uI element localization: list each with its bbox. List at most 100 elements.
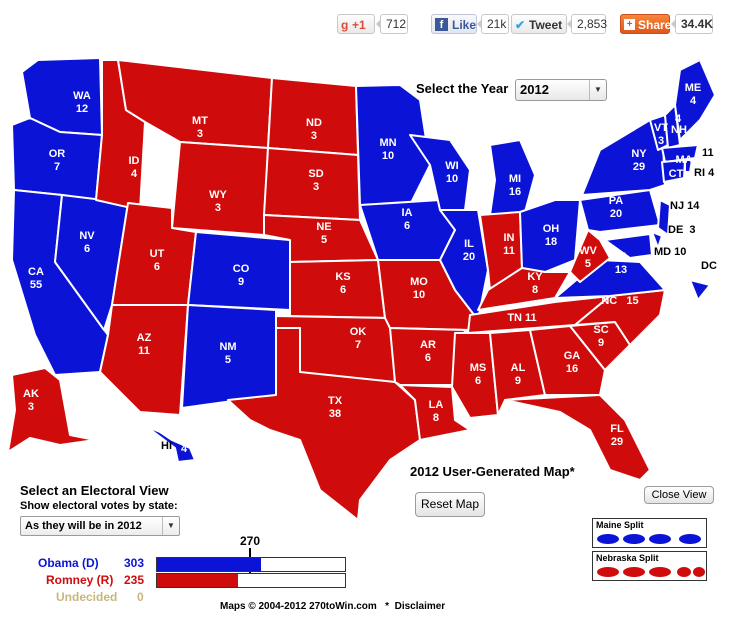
gplus-label: +1 (352, 18, 366, 32)
label-PA: PA 20 (608, 195, 624, 220)
twitter-icon: ✔ (515, 18, 526, 32)
label-AL: AL 9 (510, 362, 526, 387)
label-WY: WY 3 (209, 189, 227, 214)
footer-credit: Maps © 2004-2012 270toWin.com (220, 601, 377, 612)
state-NJ[interactable] (657, 199, 671, 236)
nebraska-split-title: Nebraska Split (596, 553, 659, 563)
state-WV[interactable] (569, 229, 611, 283)
label-AZ: AZ 11 (136, 332, 152, 357)
label-RI: RI 4 (694, 167, 715, 179)
label-UT: UT 6 (149, 248, 165, 273)
state-AZ[interactable] (99, 304, 189, 416)
state-HI[interactable] (134, 417, 196, 463)
tweet-label: Tweet (529, 18, 563, 32)
undecided-votes: 0 (137, 590, 144, 604)
state-CT[interactable] (661, 159, 686, 183)
label-VT: VT 3 (653, 122, 669, 147)
label-DC-abbr: DC (701, 260, 717, 272)
maine-district-dot[interactable] (649, 534, 671, 544)
electoral-view-subtitle: Show electoral votes by state: (20, 500, 178, 512)
state-MD[interactable] (604, 233, 653, 259)
gplus-icon: g (341, 18, 349, 32)
share-label: Share (638, 18, 672, 32)
like-count: 21k (477, 14, 509, 34)
label-VA: VA 13 (613, 251, 629, 276)
label-NJ: NJ 14 (670, 200, 700, 212)
state-AR[interactable] (389, 327, 466, 386)
obama-votes: 303 (124, 556, 145, 570)
dropdown-arrow-icon: ▼ (162, 517, 179, 535)
nebraska-district-dot[interactable] (693, 567, 705, 577)
label-IN: IN 11 (503, 232, 515, 257)
label-AR: AR 6 (420, 339, 436, 364)
like-button[interactable]: f Like (431, 14, 477, 34)
state-TX[interactable] (227, 327, 421, 521)
maine-district-dot[interactable] (597, 534, 619, 544)
label-NH: NH (671, 124, 687, 136)
nebraska-district-dot[interactable] (597, 567, 619, 577)
label-WV: WV 5 (579, 245, 597, 270)
label-MI: MI 16 (508, 173, 522, 198)
state-DC[interactable] (689, 279, 711, 301)
reset-map-button[interactable]: Reset Map (415, 492, 485, 517)
state-IL[interactable] (439, 209, 489, 321)
tweet-button[interactable]: ✔ Tweet (511, 14, 567, 34)
label-DE: DE 3 (668, 224, 696, 236)
nebraska-district-dot[interactable] (623, 567, 645, 577)
footer: Maps © 2004-2012 270toWin.com * Disclaim… (220, 601, 445, 612)
label-MT: MT 3 (192, 115, 208, 140)
electoral-view-title: Select an Electoral View (20, 483, 169, 498)
state-VA[interactable] (554, 259, 666, 299)
label-IL: IL 20 (462, 238, 476, 263)
electoral-view-select[interactable]: As they will be in 2012 ▼ (20, 516, 180, 536)
label-MA-votes: 11 (702, 147, 714, 159)
label-NC: NC 15 (601, 295, 639, 307)
disclaimer-link[interactable]: Disclaimer (394, 601, 446, 612)
state-FL[interactable] (504, 394, 651, 481)
state-AL[interactable] (489, 329, 546, 416)
maine-district-dot[interactable] (623, 534, 645, 544)
year-select-value: 2012 (520, 82, 549, 97)
label-WA: WA 12 (73, 90, 91, 115)
state-ME[interactable] (674, 59, 716, 141)
label-NV: NV 6 (79, 230, 95, 255)
label-TX: TX 38 (327, 395, 343, 420)
gplus-button[interactable]: g +1 (337, 14, 375, 34)
nebraska-district-dot[interactable] (649, 567, 671, 577)
label-GA: GA 16 (563, 350, 581, 375)
state-AK[interactable] (7, 367, 96, 453)
label-ID: ID 4 (128, 155, 140, 180)
share-button[interactable]: + Share (620, 14, 672, 34)
label-MN: MN 10 (379, 137, 397, 162)
label-KY: KY 8 (527, 271, 543, 296)
label-SC: SC 9 (593, 324, 609, 349)
label-HI-abbr: HI (161, 440, 172, 452)
label-ND: ND 3 (306, 117, 322, 142)
label-KS: KS 6 (335, 271, 351, 296)
year-select[interactable]: 2012 ▼ (515, 79, 607, 101)
label-MS: MS 6 (469, 362, 487, 387)
share-count: 34.4K (671, 14, 713, 34)
state-GA[interactable] (529, 325, 606, 396)
state-MS[interactable] (451, 332, 499, 419)
state-RI[interactable] (684, 159, 693, 173)
romney-name: Romney (R) (46, 573, 114, 587)
label-HI-votes: 4 (180, 443, 188, 455)
label-OH: OH 18 (542, 223, 560, 248)
romney-bar-fill (157, 574, 238, 587)
nebraska-district-dot[interactable] (677, 567, 691, 577)
label-NM: NM 5 (219, 341, 237, 366)
label-SD: SD 3 (308, 168, 324, 193)
label-MO: MO 10 (410, 276, 428, 301)
label-OK: OK 7 (349, 326, 367, 351)
map-title: 2012 User-Generated Map* (410, 464, 575, 479)
nebraska-split-panel: Nebraska Split (592, 551, 707, 581)
label-CT: CT 7 (668, 168, 684, 193)
maine-district-dot[interactable] (679, 534, 701, 544)
close-view-button[interactable]: Close View (644, 486, 714, 504)
state-DE[interactable] (651, 231, 663, 249)
maine-split-panel: Maine Split (592, 518, 707, 548)
obama-bar (156, 557, 346, 572)
obama-name: Obama (D) (38, 556, 99, 570)
state-MA[interactable] (661, 144, 699, 163)
